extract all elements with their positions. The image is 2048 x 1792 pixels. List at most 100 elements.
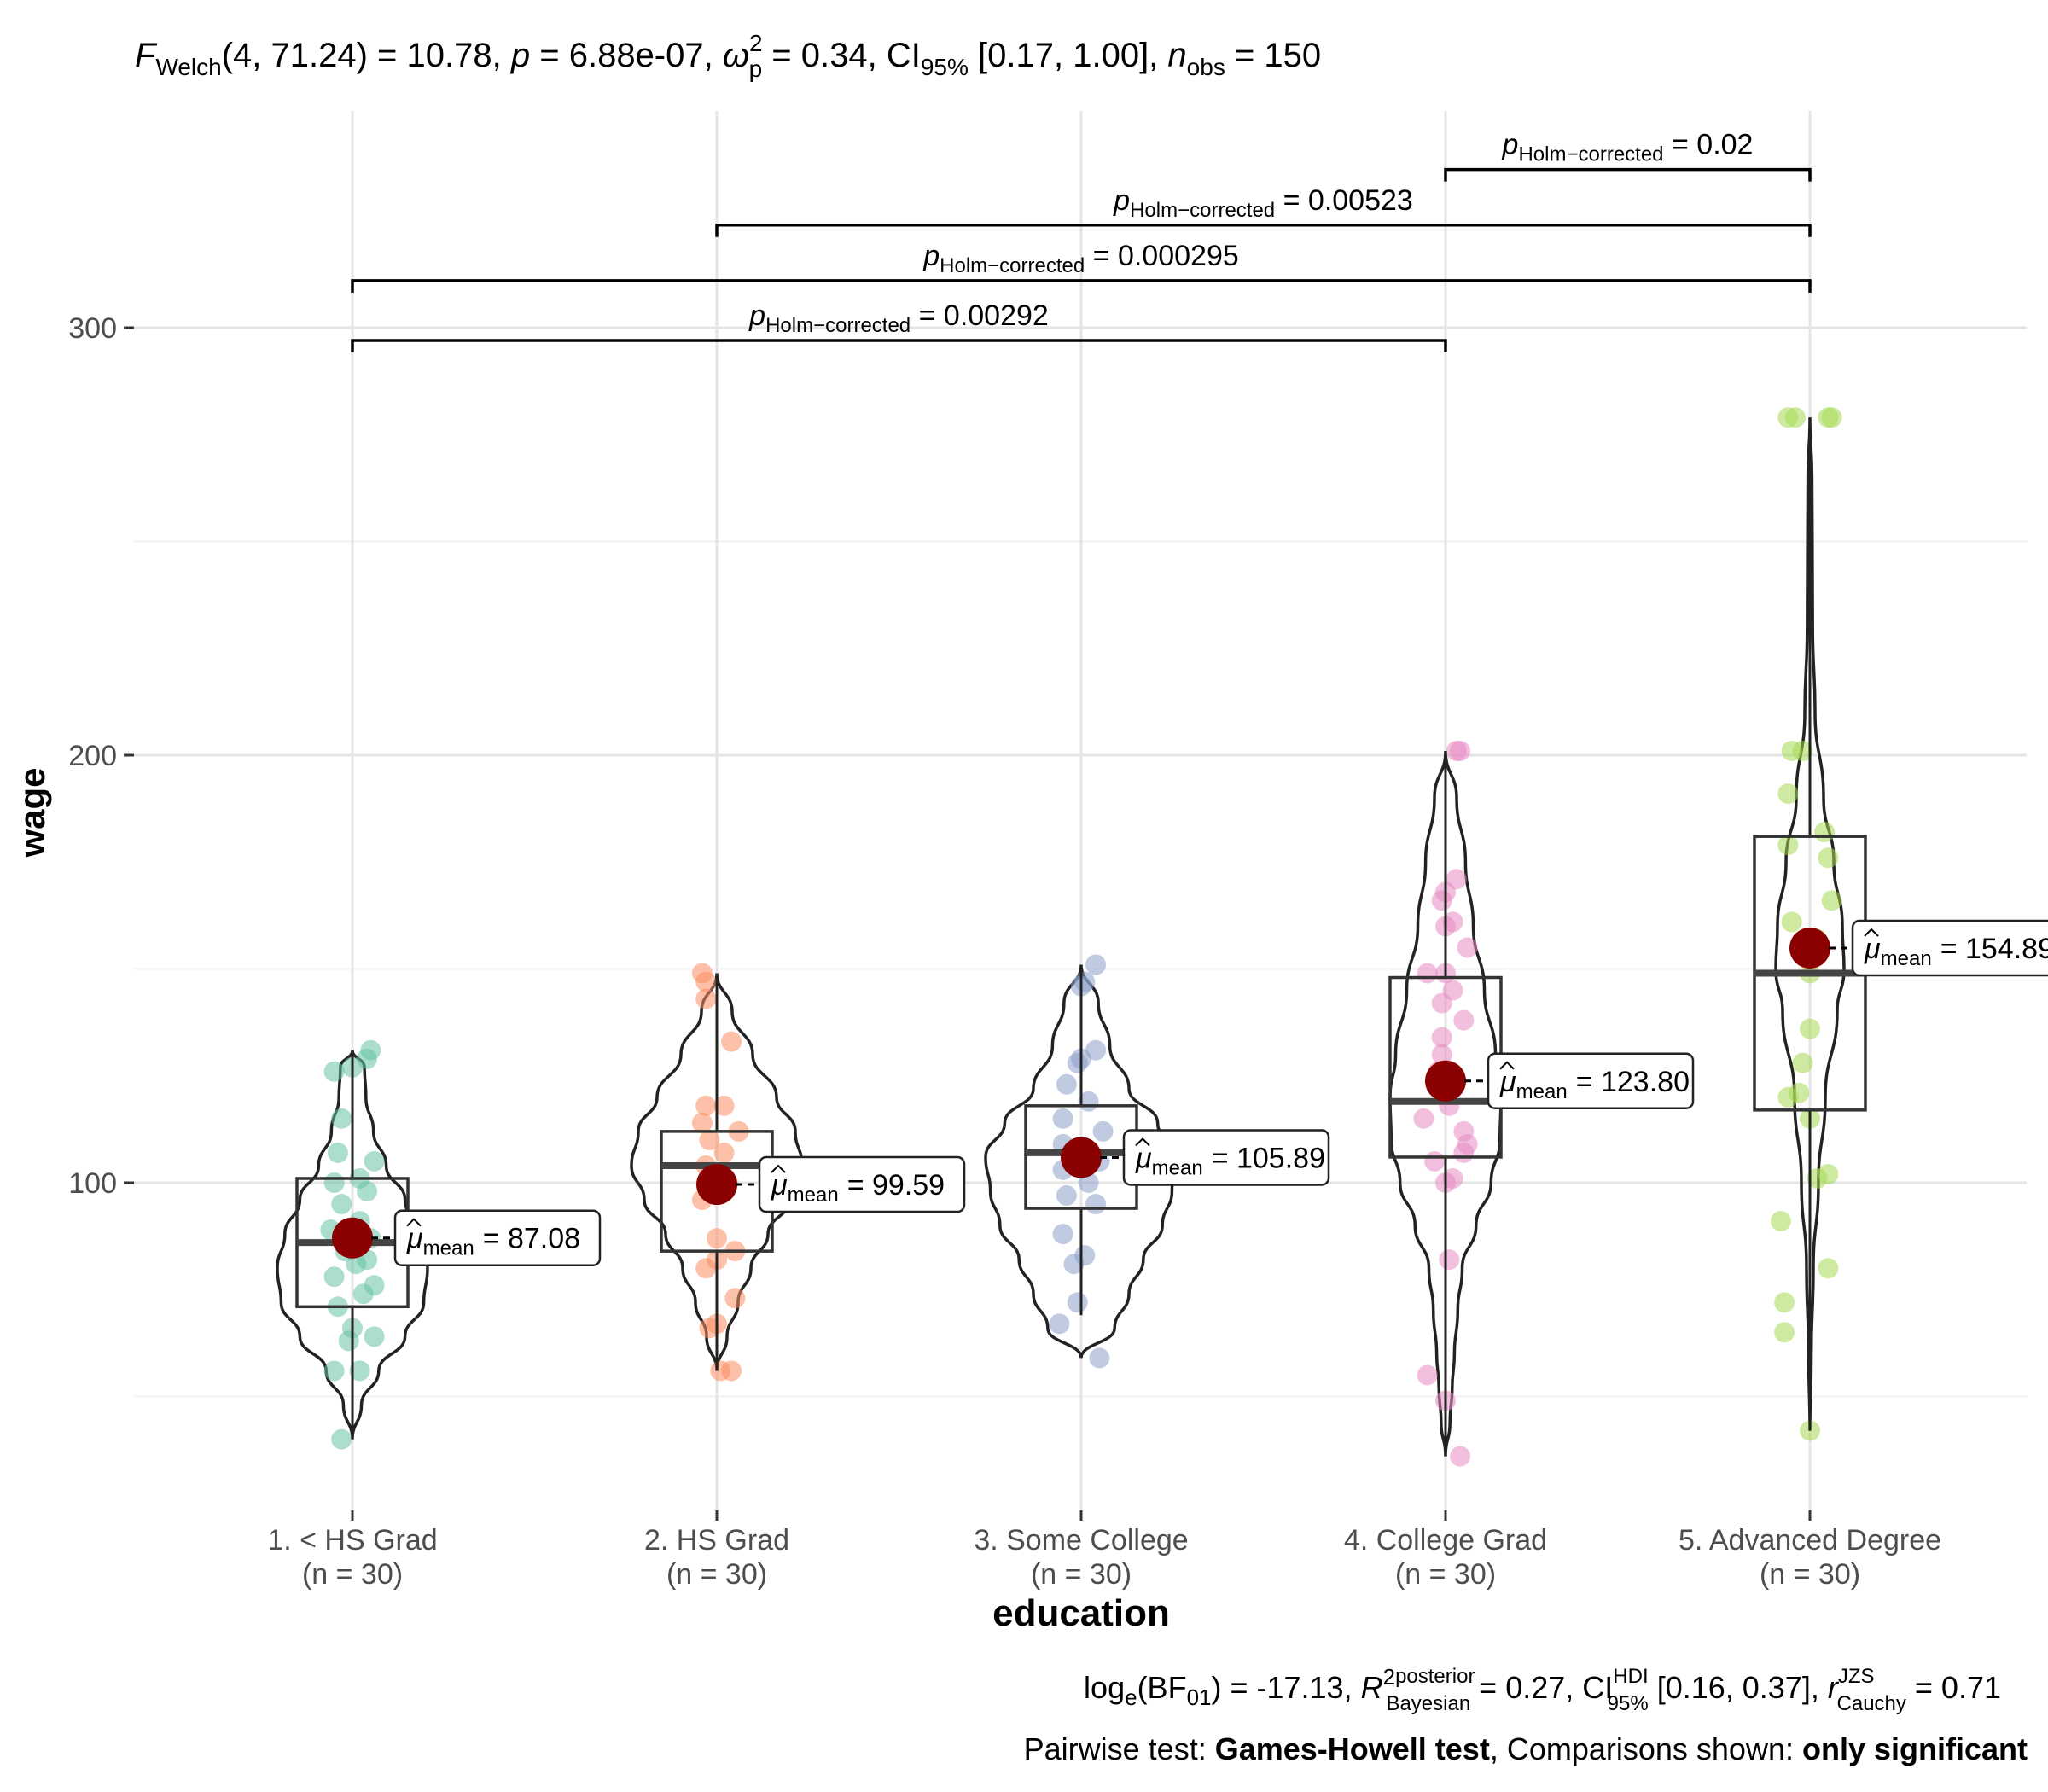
- caption-bayes: loge(BF01) = -17.13, R2posterior Bayesian…: [1084, 1664, 2001, 1715]
- data-point: [695, 988, 717, 1009]
- data-point: [1818, 847, 1839, 869]
- data-point: [1821, 407, 1842, 428]
- mean-point: [1425, 1060, 1466, 1102]
- mean-point: [1789, 928, 1830, 969]
- data-point: [1056, 1073, 1077, 1095]
- data-point: [1074, 971, 1096, 992]
- comparison-bracket: pHolm−corrected = 0.000295: [351, 240, 1812, 293]
- data-point: [327, 1142, 348, 1163]
- y-tick-label: 300: [68, 312, 117, 345]
- x-tick-label: 5. Advanced Degree: [1679, 1524, 1941, 1556]
- mean-label: μmean = 123.80: [1499, 1066, 1690, 1103]
- mean-label-box: [1122, 1129, 1330, 1186]
- hat-accent: [1135, 1137, 1150, 1147]
- data-point: [1049, 1313, 1070, 1335]
- mean-label-box: [1487, 1052, 1695, 1110]
- data-point: [1424, 1150, 1446, 1172]
- data-point: [707, 1228, 727, 1249]
- mean-point: [696, 1164, 737, 1206]
- caption-pairwise: Pairwise test: Games-Howell test, Compar…: [1024, 1731, 2028, 1766]
- data-point: [1085, 954, 1107, 975]
- data-point: [323, 1266, 345, 1288]
- data-point: [364, 1150, 385, 1172]
- data-point: [1453, 1009, 1475, 1031]
- data-point: [699, 1129, 720, 1150]
- data-point: [1056, 1185, 1077, 1207]
- data-point: [1784, 407, 1806, 428]
- mean-label-box: [1851, 919, 2048, 977]
- data-point: [1777, 783, 1799, 805]
- data-point: [323, 1172, 345, 1193]
- mean-4: μmean = 123.80: [1425, 1052, 1695, 1110]
- x-tick-label: 3. Some College: [974, 1524, 1188, 1556]
- data-point: [1814, 822, 1836, 843]
- x-tick-count: (n = 30): [302, 1558, 403, 1591]
- mean-2: μmean = 99.59: [696, 1155, 966, 1213]
- data-point: [331, 1108, 352, 1129]
- mean-5: μmean = 154.89: [1789, 919, 2048, 977]
- pairwise-comparisons: pHolm−corrected = 0.02 pHolm−corrected = …: [351, 129, 1812, 353]
- data-point: [349, 1360, 370, 1382]
- y-axis-label: wage: [12, 767, 52, 858]
- data-point: [1092, 1120, 1114, 1142]
- comparison-bracket: pHolm−corrected = 0.00292: [351, 300, 1447, 353]
- mean-label-box: [758, 1155, 966, 1213]
- data-point: [1789, 1082, 1810, 1103]
- data-point: [1442, 980, 1463, 1001]
- x-axis: 1. < HS Grad(n = 30)2. HS Grad(n = 30)3.…: [267, 1510, 1941, 1591]
- data-point: [1439, 1249, 1460, 1271]
- data-point: [695, 1095, 717, 1116]
- mean-label: μmean = 154.89: [1864, 933, 2048, 970]
- data-point: [713, 1095, 735, 1116]
- mean-3: μmean = 105.89: [1061, 1129, 1330, 1186]
- mean-label-box: [393, 1209, 602, 1266]
- data-point: [691, 1112, 713, 1133]
- data-point: [1442, 1167, 1463, 1189]
- chart-title: FWelch(4, 71.24) = 10.78, p = 6.88e-07, …: [135, 30, 1321, 82]
- bracket-line: [1444, 167, 1812, 182]
- data-point: [1446, 740, 1467, 761]
- data-point: [1457, 937, 1478, 958]
- hat-accent: [406, 1218, 422, 1227]
- data-point: [1777, 835, 1799, 856]
- data-point: [323, 1061, 345, 1082]
- bracket-line: [351, 339, 1447, 353]
- data-point: [1818, 1258, 1839, 1279]
- bracket-label: pHolm−corrected = 0.02: [1502, 129, 1754, 166]
- data-point: [1413, 1108, 1434, 1129]
- data-point: [691, 963, 713, 984]
- data-point: [323, 1360, 345, 1382]
- mean-point: [332, 1217, 373, 1259]
- data-point: [360, 1039, 381, 1061]
- y-tick-label: 100: [68, 1167, 117, 1200]
- data-point: [1442, 911, 1463, 933]
- data-point: [721, 1031, 742, 1052]
- data-point: [721, 1360, 742, 1382]
- data-point: [1085, 1194, 1107, 1215]
- hat-accent: [771, 1164, 786, 1173]
- x-tick-label: 1. < HS Grad: [267, 1524, 437, 1556]
- data-point: [1774, 1322, 1795, 1343]
- x-tick-label: 2. HS Grad: [644, 1524, 789, 1556]
- data-point: [331, 1428, 352, 1450]
- data-point: [1074, 1245, 1096, 1266]
- bracket-line: [351, 279, 1812, 293]
- x-tick-count: (n = 30): [1031, 1558, 1132, 1591]
- x-axis-label: education: [992, 1592, 1170, 1634]
- data-point: [1792, 740, 1813, 761]
- data-point: [364, 1275, 385, 1296]
- data-point: [1052, 1224, 1073, 1245]
- bracket-label: pHolm−corrected = 0.000295: [922, 240, 1239, 277]
- data-point: [1089, 1347, 1110, 1369]
- x-tick-count: (n = 30): [1395, 1558, 1496, 1591]
- data-point: [1450, 1446, 1471, 1467]
- data-point: [1417, 1364, 1438, 1386]
- mean-label: μmean = 105.89: [1135, 1142, 1325, 1179]
- data-point: [1800, 1018, 1820, 1039]
- data-point: [1431, 1027, 1452, 1048]
- data-point: [1770, 1211, 1791, 1232]
- data-point: [331, 1194, 352, 1215]
- comparison-bracket: pHolm−corrected = 0.02: [1444, 129, 1812, 182]
